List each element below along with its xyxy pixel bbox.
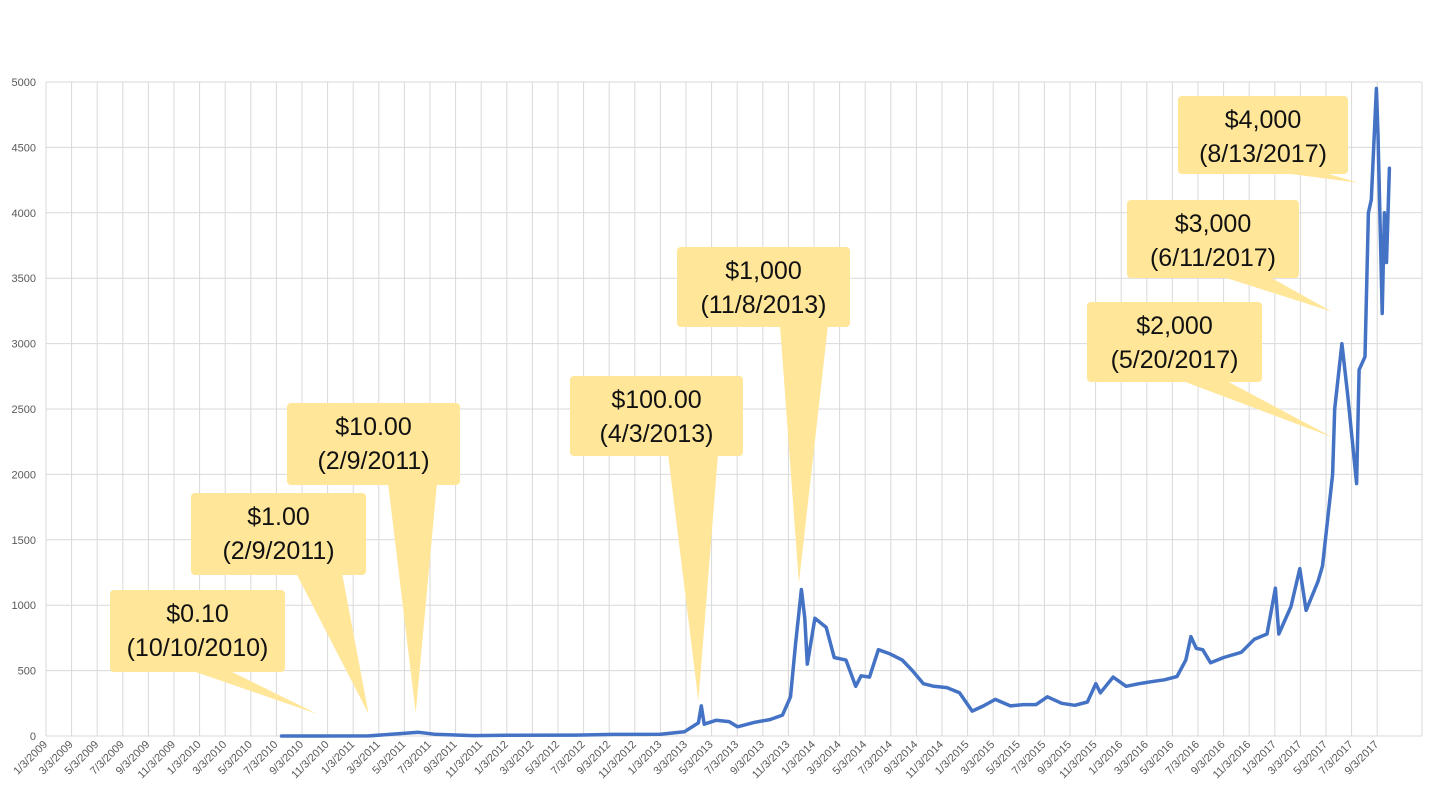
- price-callout: $4,000 (8/13/2017): [1178, 96, 1359, 183]
- price-callout: $1.00 (2/9/2011): [191, 493, 369, 714]
- callout-pointer: [388, 483, 437, 713]
- callout-price: $100.00: [611, 386, 701, 414]
- price-callout: $100.00 (4/3/2013): [570, 376, 743, 701]
- callout-price: $1.00: [247, 503, 310, 531]
- callout-date: (5/20/2017): [1111, 346, 1239, 374]
- callout-date: (2/9/2011): [317, 447, 429, 475]
- y-tick-label: 3000: [12, 339, 36, 351]
- callout-price: $1,000: [725, 257, 801, 285]
- callout-date: (8/13/2017): [1199, 140, 1327, 168]
- y-tick-label: 3500: [12, 273, 36, 285]
- callout-box: [110, 590, 285, 672]
- y-tick-label: 1500: [12, 535, 36, 547]
- callout-pointer: [668, 454, 718, 701]
- callout-box: [287, 403, 460, 485]
- callout-date: (11/8/2013): [700, 291, 826, 319]
- callout-date: (2/9/2011): [222, 537, 334, 565]
- annotations: $0.10(10/10/2010)$1.00(2/9/2011)$10.00(2…: [110, 96, 1359, 714]
- y-tick-label: 2000: [12, 469, 36, 481]
- callout-price: $10.00: [335, 413, 411, 441]
- callout-pointer: [190, 670, 318, 714]
- callout-box: [1087, 302, 1262, 382]
- price-series-line: [279, 86, 1392, 738]
- callout-box: [1127, 200, 1299, 278]
- y-tick-label: 1000: [12, 600, 36, 612]
- callout-pointer: [1220, 276, 1332, 312]
- x-axis: 1/3/20093/3/20095/3/20097/3/20099/3/2009…: [11, 739, 1381, 782]
- y-tick-label: 4000: [12, 208, 36, 220]
- price-callout: $3,000 (6/11/2017): [1127, 200, 1332, 312]
- y-tick-label: 500: [18, 666, 36, 678]
- callout-pointer: [296, 573, 369, 714]
- price-callout: $2,000 (5/20/2017): [1087, 302, 1333, 438]
- callout-price: $0.10: [166, 600, 229, 628]
- callout-price: $2,000: [1136, 312, 1212, 340]
- callout-price: $3,000: [1175, 210, 1251, 238]
- callout-pointer: [1275, 172, 1359, 183]
- callout-box: [570, 376, 743, 456]
- y-tick-label: 4500: [12, 142, 36, 154]
- callout-date: (4/3/2013): [600, 420, 714, 448]
- callout-date: (10/10/2010): [127, 634, 269, 662]
- y-tick-label: 5000: [12, 77, 36, 89]
- y-tick-label: 2500: [12, 404, 36, 416]
- price-callout: $1,000 (11/8/2013): [677, 247, 850, 584]
- price-callout: $10.00 (2/9/2011): [287, 403, 460, 713]
- price-callout: $0.10 (10/10/2010): [110, 590, 318, 714]
- y-tick-label: 0: [30, 731, 36, 743]
- series-layer: [279, 86, 1392, 738]
- callout-box: [677, 247, 850, 327]
- callout-box: [1178, 96, 1348, 174]
- callout-pointer: [1180, 380, 1333, 438]
- callout-price: $4,000: [1225, 106, 1301, 134]
- callout-box: [191, 493, 366, 575]
- callout-pointer: [780, 325, 828, 584]
- callout-date: (6/11/2017): [1150, 244, 1276, 272]
- y-axis: 0 500 1000 1500 2000 2500 3000 3500 4000 4500 5000: [12, 77, 36, 743]
